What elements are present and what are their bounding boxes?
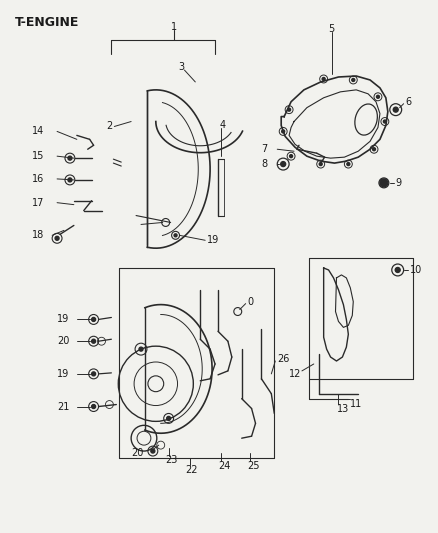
Circle shape bbox=[395, 268, 400, 272]
Text: 24: 24 bbox=[218, 461, 230, 471]
Text: 15: 15 bbox=[32, 151, 45, 161]
Text: 21: 21 bbox=[57, 401, 70, 411]
Circle shape bbox=[139, 347, 143, 351]
Circle shape bbox=[290, 155, 293, 158]
Circle shape bbox=[174, 234, 177, 237]
Circle shape bbox=[288, 108, 290, 111]
Circle shape bbox=[167, 416, 171, 421]
Text: 22: 22 bbox=[185, 465, 198, 475]
Text: 10: 10 bbox=[410, 265, 422, 275]
Circle shape bbox=[347, 163, 350, 166]
Text: 16: 16 bbox=[32, 174, 45, 184]
Text: 5: 5 bbox=[328, 25, 335, 35]
Circle shape bbox=[55, 236, 59, 240]
Text: 2: 2 bbox=[106, 122, 113, 132]
Text: T-ENGINE: T-ENGINE bbox=[14, 16, 79, 29]
Text: 20: 20 bbox=[131, 448, 144, 458]
Circle shape bbox=[319, 163, 322, 166]
Circle shape bbox=[373, 148, 375, 151]
Circle shape bbox=[92, 318, 95, 321]
Circle shape bbox=[393, 107, 398, 112]
Text: 19: 19 bbox=[207, 235, 219, 245]
Circle shape bbox=[68, 156, 72, 160]
Text: 6: 6 bbox=[406, 96, 412, 107]
Text: 19: 19 bbox=[57, 369, 69, 379]
Text: 8: 8 bbox=[261, 159, 268, 169]
Circle shape bbox=[380, 179, 388, 187]
Circle shape bbox=[92, 339, 95, 343]
Circle shape bbox=[282, 130, 285, 133]
Text: 13: 13 bbox=[336, 403, 349, 414]
Text: 25: 25 bbox=[247, 461, 260, 471]
Text: 19: 19 bbox=[57, 314, 69, 325]
Text: 0: 0 bbox=[247, 297, 254, 306]
Circle shape bbox=[151, 449, 155, 453]
Text: 1: 1 bbox=[171, 21, 177, 31]
Text: 20: 20 bbox=[57, 336, 70, 346]
Text: 23: 23 bbox=[166, 455, 178, 465]
Text: 7: 7 bbox=[261, 144, 268, 154]
Circle shape bbox=[92, 405, 95, 408]
Circle shape bbox=[92, 372, 95, 376]
Circle shape bbox=[352, 78, 355, 82]
Text: 9: 9 bbox=[396, 178, 402, 188]
Text: 17: 17 bbox=[32, 198, 45, 208]
Text: 14: 14 bbox=[32, 126, 45, 136]
Circle shape bbox=[377, 95, 379, 98]
Circle shape bbox=[383, 120, 386, 123]
Text: 11: 11 bbox=[350, 399, 363, 409]
Text: 26: 26 bbox=[277, 354, 290, 364]
Circle shape bbox=[281, 161, 286, 166]
Text: 12: 12 bbox=[289, 369, 301, 379]
Circle shape bbox=[322, 77, 325, 80]
Circle shape bbox=[68, 178, 72, 182]
Text: 18: 18 bbox=[32, 230, 45, 240]
Text: 3: 3 bbox=[179, 62, 185, 72]
Text: 4: 4 bbox=[220, 120, 226, 131]
